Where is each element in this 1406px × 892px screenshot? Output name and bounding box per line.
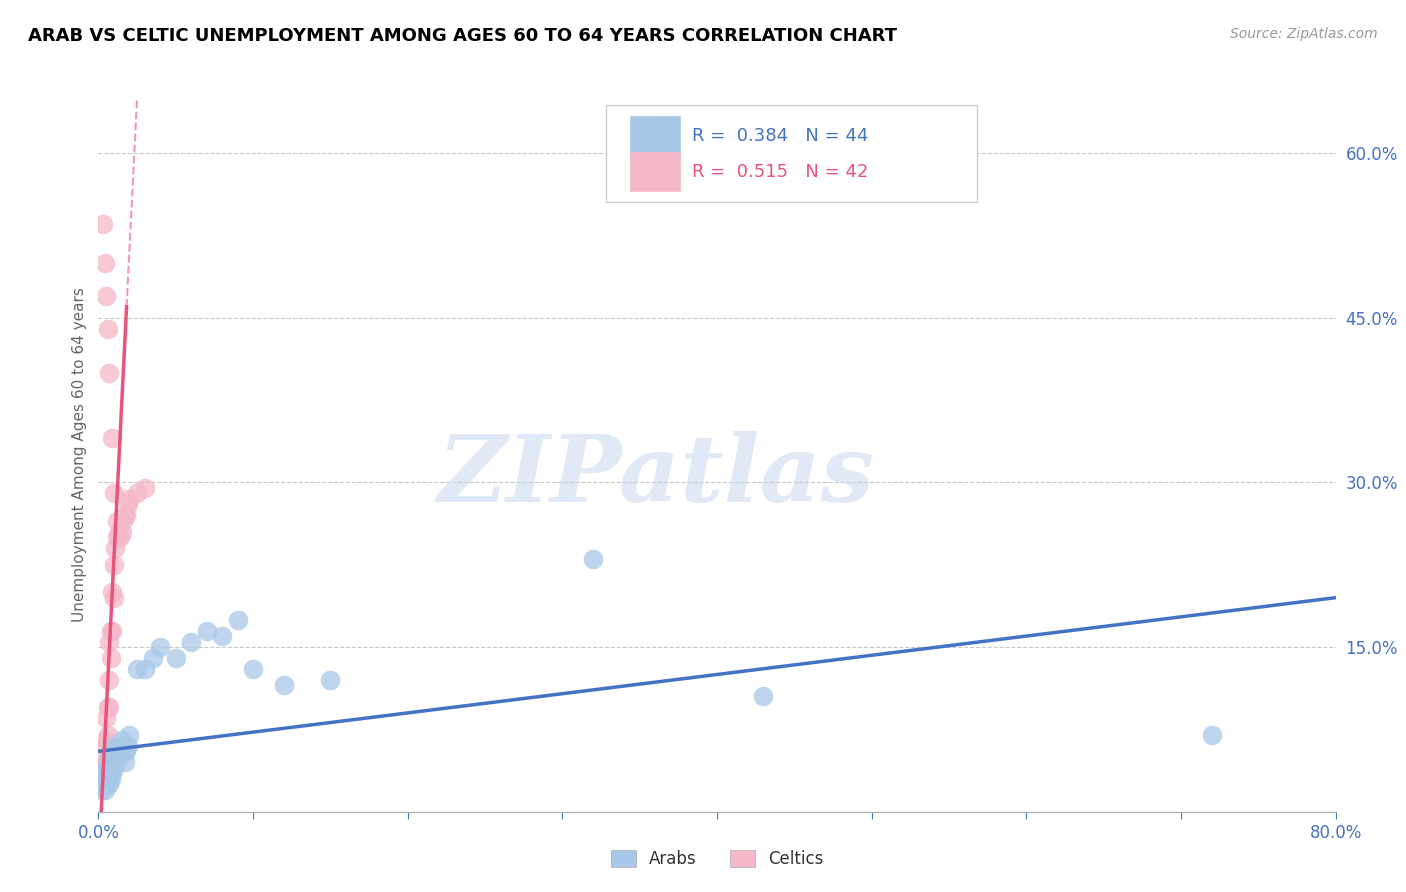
Point [93,739,115,753]
Text: ARAB VS CELTIC UNEMPLOYMENT AMONG AGES 60 TO 64 YEARS CORRELATION CHART: ARAB VS CELTIC UNEMPLOYMENT AMONG AGES 6… [28,27,897,45]
Point [195,624,218,638]
Point [127,486,149,500]
FancyBboxPatch shape [630,116,681,155]
Point [273,678,295,692]
Point [97,728,120,742]
Point [100,624,122,638]
Point [134,481,156,495]
Point [134,662,156,676]
Point [91,756,114,770]
Point [105,530,128,544]
Point [98,366,121,380]
Point [115,744,138,758]
Point [118,728,141,742]
Point [90,772,112,786]
Point [141,651,165,665]
Point [111,524,132,539]
Point [98,673,121,687]
Point [104,541,127,556]
Point [93,761,115,775]
Point [91,218,114,232]
Point [100,651,122,665]
Point [103,558,125,572]
Point [89,772,111,786]
Point [103,591,125,605]
Point [118,491,141,506]
Point [149,640,172,654]
Point [105,514,128,528]
Point [96,777,118,791]
Point [98,700,121,714]
Point [97,700,120,714]
Point [91,766,114,780]
Point [117,739,139,753]
Point [112,744,135,758]
Point [96,756,118,770]
Point [1201,728,1223,742]
Text: R =  0.384   N = 44: R = 0.384 N = 44 [692,127,869,145]
Point [108,530,131,544]
Point [114,756,136,770]
Point [115,508,138,523]
Y-axis label: Unemployment Among Ages 60 to 64 years: Unemployment Among Ages 60 to 64 years [72,287,87,623]
Point [90,782,112,797]
Point [117,497,139,511]
Point [97,321,120,335]
Point [90,761,112,775]
Point [127,662,149,676]
Point [105,756,128,770]
Point [582,552,605,566]
FancyBboxPatch shape [630,152,681,191]
Point [93,782,115,797]
Point [98,777,121,791]
Point [89,761,111,775]
Point [101,432,124,446]
Point [165,651,187,665]
Point [211,629,233,643]
Point [107,744,129,758]
Point [96,761,118,775]
Point [97,772,120,786]
Point [100,761,122,775]
Point [226,613,249,627]
Point [93,256,115,270]
Text: ZIPatlas: ZIPatlas [437,432,873,521]
Point [180,634,202,648]
Point [97,761,120,775]
Point [103,486,125,500]
Point [96,289,118,303]
Point [108,739,131,753]
Point [319,673,342,687]
Point [89,777,111,791]
Point [107,524,129,539]
Legend: Arabs, Celtics: Arabs, Celtics [605,843,830,875]
Point [100,772,122,786]
Text: Source: ZipAtlas.com: Source: ZipAtlas.com [1230,27,1378,41]
Point [91,777,114,791]
Point [90,772,112,786]
Point [101,766,124,780]
Point [98,634,121,648]
Point [101,624,124,638]
Point [103,761,125,775]
Point [242,662,264,676]
Point [103,739,125,753]
Text: R =  0.515   N = 42: R = 0.515 N = 42 [692,162,869,180]
Point [114,508,136,523]
Point [101,756,124,770]
Point [93,772,115,786]
Point [91,766,114,780]
Point [101,585,124,599]
FancyBboxPatch shape [606,105,977,202]
Point [111,733,132,747]
Point [96,711,118,725]
Point [96,733,118,747]
Point [104,749,127,764]
Point [112,514,135,528]
Point [98,749,121,764]
Point [752,690,775,704]
